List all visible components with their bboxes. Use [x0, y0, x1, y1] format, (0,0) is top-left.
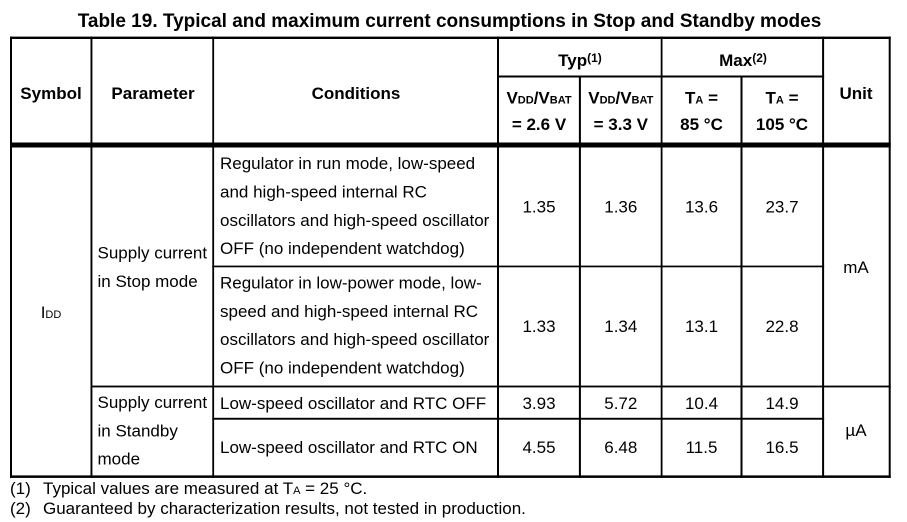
svg-text:= 2.6 V: = 2.6 V [512, 115, 567, 134]
svg-text:5.72: 5.72 [604, 394, 637, 413]
svg-text:105 °C: 105 °C [756, 115, 808, 134]
svg-text:TA =: TA = [766, 89, 799, 108]
svg-text:Supply current: Supply current [98, 393, 208, 412]
svg-text:4.55: 4.55 [522, 438, 555, 457]
svg-text:µA: µA [845, 421, 867, 440]
svg-text:VDD/VBAT: VDD/VBAT [588, 89, 653, 108]
svg-text:Low-speed oscillator and RTC O: Low-speed oscillator and RTC OFF [220, 394, 486, 413]
svg-text:1.35: 1.35 [522, 198, 555, 217]
svg-text:OFF (no independent watchdog): OFF (no independent watchdog) [220, 359, 465, 378]
svg-text:Unit: Unit [839, 84, 872, 103]
svg-text:Conditions: Conditions [312, 84, 401, 103]
svg-text:Typical values are measured at: Typical values are measured at TA = 25 °… [43, 479, 367, 498]
svg-text:oscillators and high-speed osc: oscillators and high-speed oscillator [220, 211, 490, 230]
svg-text:3.93: 3.93 [522, 394, 555, 413]
svg-text:mode: mode [98, 450, 141, 469]
svg-text:in Stop mode: in Stop mode [98, 272, 198, 291]
svg-text:(2): (2) [10, 499, 31, 518]
svg-text:23.7: 23.7 [765, 198, 798, 217]
svg-text:85 °C: 85 °C [680, 115, 723, 134]
svg-text:Table 19. Typical and maximum: Table 19. Typical and maximum current co… [78, 11, 822, 32]
svg-text:and high-speed internal RC: and high-speed internal RC [220, 182, 427, 201]
svg-text:speed and high-speed internal: speed and high-speed internal RC [220, 302, 478, 321]
svg-text:TA =: TA = [685, 89, 718, 108]
svg-text:1.34: 1.34 [604, 317, 637, 336]
svg-text:Regulator in low-power mode, l: Regulator in low-power mode, low- [220, 273, 482, 292]
svg-text:10.4: 10.4 [685, 394, 718, 413]
svg-text:mA: mA [843, 258, 869, 277]
svg-text:OFF (no independent watchdog): OFF (no independent watchdog) [220, 239, 465, 258]
svg-text:Max(2): Max(2) [719, 51, 767, 70]
svg-text:14.9: 14.9 [765, 394, 798, 413]
svg-text:Parameter: Parameter [111, 84, 195, 103]
svg-text:Symbol: Symbol [20, 84, 81, 103]
svg-text:= 3.3 V: = 3.3 V [594, 115, 649, 134]
svg-text:Typ(1): Typ(1) [558, 51, 602, 70]
svg-text:oscillators and high-speed osc: oscillators and high-speed oscillator [220, 330, 490, 349]
svg-text:16.5: 16.5 [765, 438, 798, 457]
svg-text:Low-speed oscillator and RTC O: Low-speed oscillator and RTC ON [220, 438, 478, 457]
svg-text:IDD: IDD [41, 303, 62, 322]
svg-text:Guaranteed by characterization: Guaranteed by characterization results, … [43, 499, 526, 518]
svg-text:Regulator in run mode, low-spe: Regulator in run mode, low-speed [220, 154, 475, 173]
svg-text:Supply current: Supply current [98, 244, 208, 263]
svg-text:(1): (1) [10, 479, 31, 498]
svg-text:13.1: 13.1 [685, 317, 718, 336]
svg-text:VDD/VBAT: VDD/VBAT [506, 89, 571, 108]
svg-text:6.48: 6.48 [604, 438, 637, 457]
svg-text:1.33: 1.33 [522, 317, 555, 336]
svg-text:22.8: 22.8 [765, 317, 798, 336]
svg-text:11.5: 11.5 [686, 438, 718, 457]
svg-text:in Standby: in Standby [98, 421, 179, 440]
svg-text:1.36: 1.36 [604, 198, 637, 217]
svg-text:13.6: 13.6 [685, 198, 718, 217]
